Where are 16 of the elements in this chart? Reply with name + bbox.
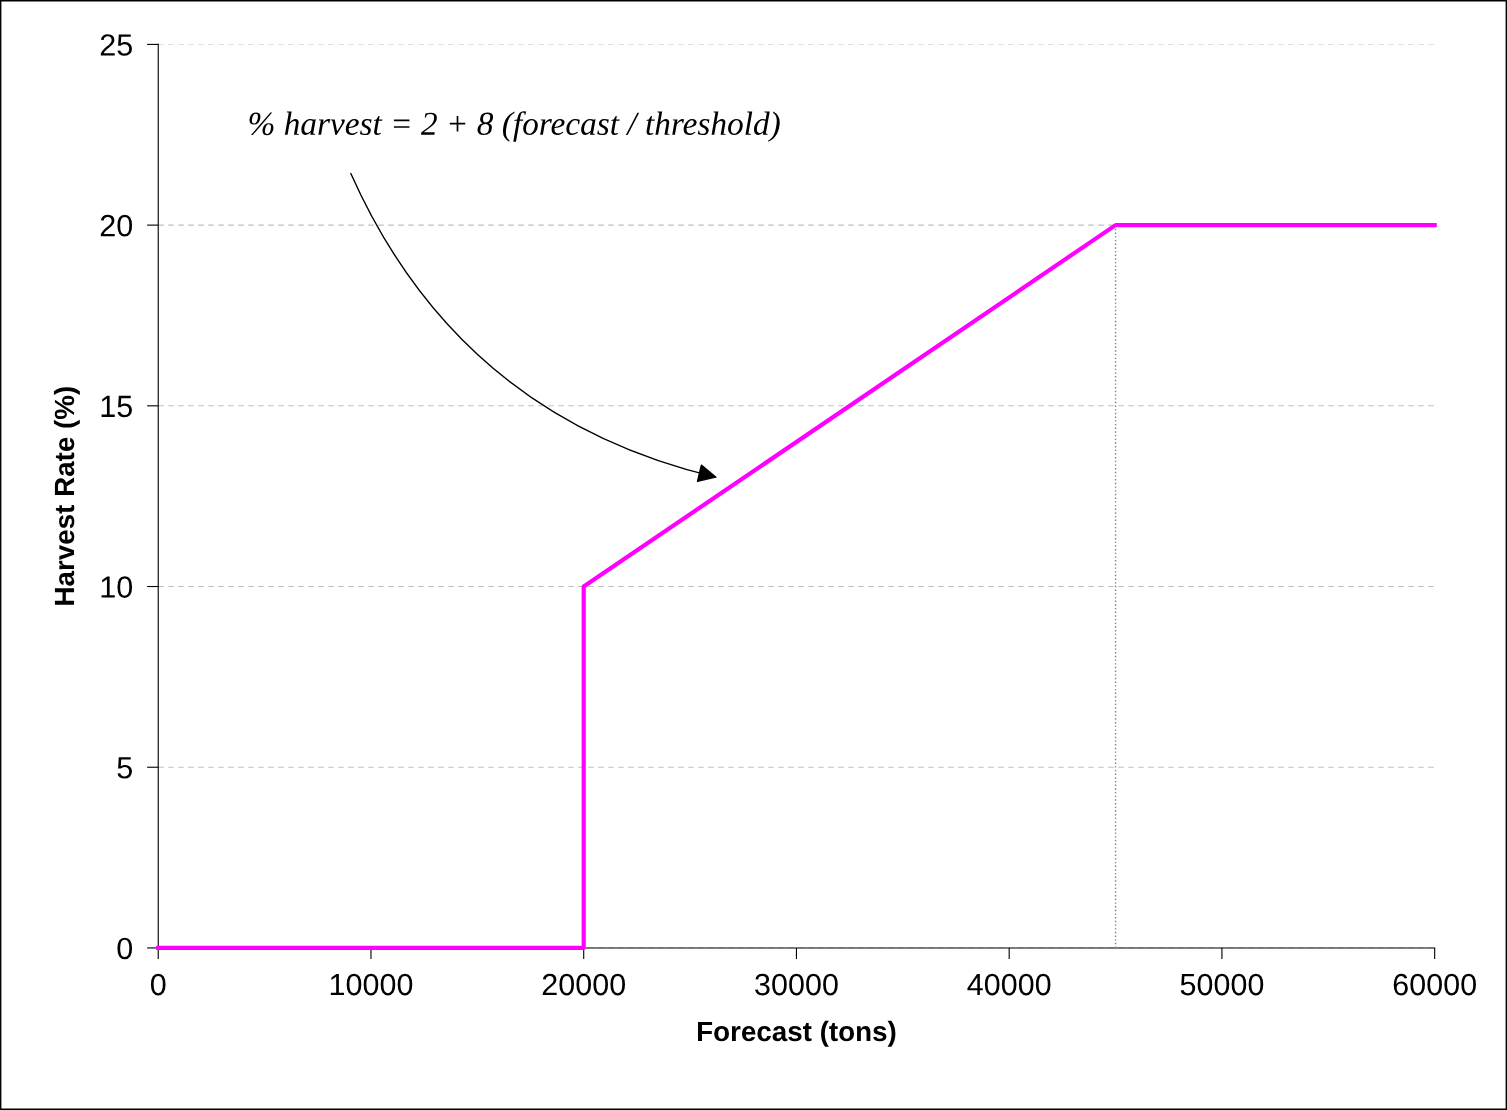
y-tick-label: 10 — [101, 576, 133, 598]
y-tick-label: 25 — [100, 34, 132, 56]
x-tick-label: 10000 — [330, 973, 413, 996]
y-tick-label: 15 — [101, 395, 132, 418]
y-tick-label: 0 — [117, 937, 133, 960]
y-tick-label: 20 — [100, 214, 133, 237]
y-axis-title: Harvest Rate (%) — [53, 387, 80, 605]
x-tick-label: 0 — [150, 973, 166, 996]
x-tick-label: 30000 — [755, 973, 838, 996]
x-tick-label: 50000 — [1180, 973, 1264, 996]
annotation: % harvest = 2 + 8 (forecast / threshold) — [249, 111, 780, 142]
x-tick-label: 60000 — [1393, 973, 1476, 996]
x-tick-label: 20000 — [542, 973, 625, 996]
x-axis-title: Forecast (tons) — [697, 1020, 896, 1047]
y-tick-label: 5 — [117, 757, 132, 779]
x-tick-label: 40000 — [967, 973, 1051, 996]
